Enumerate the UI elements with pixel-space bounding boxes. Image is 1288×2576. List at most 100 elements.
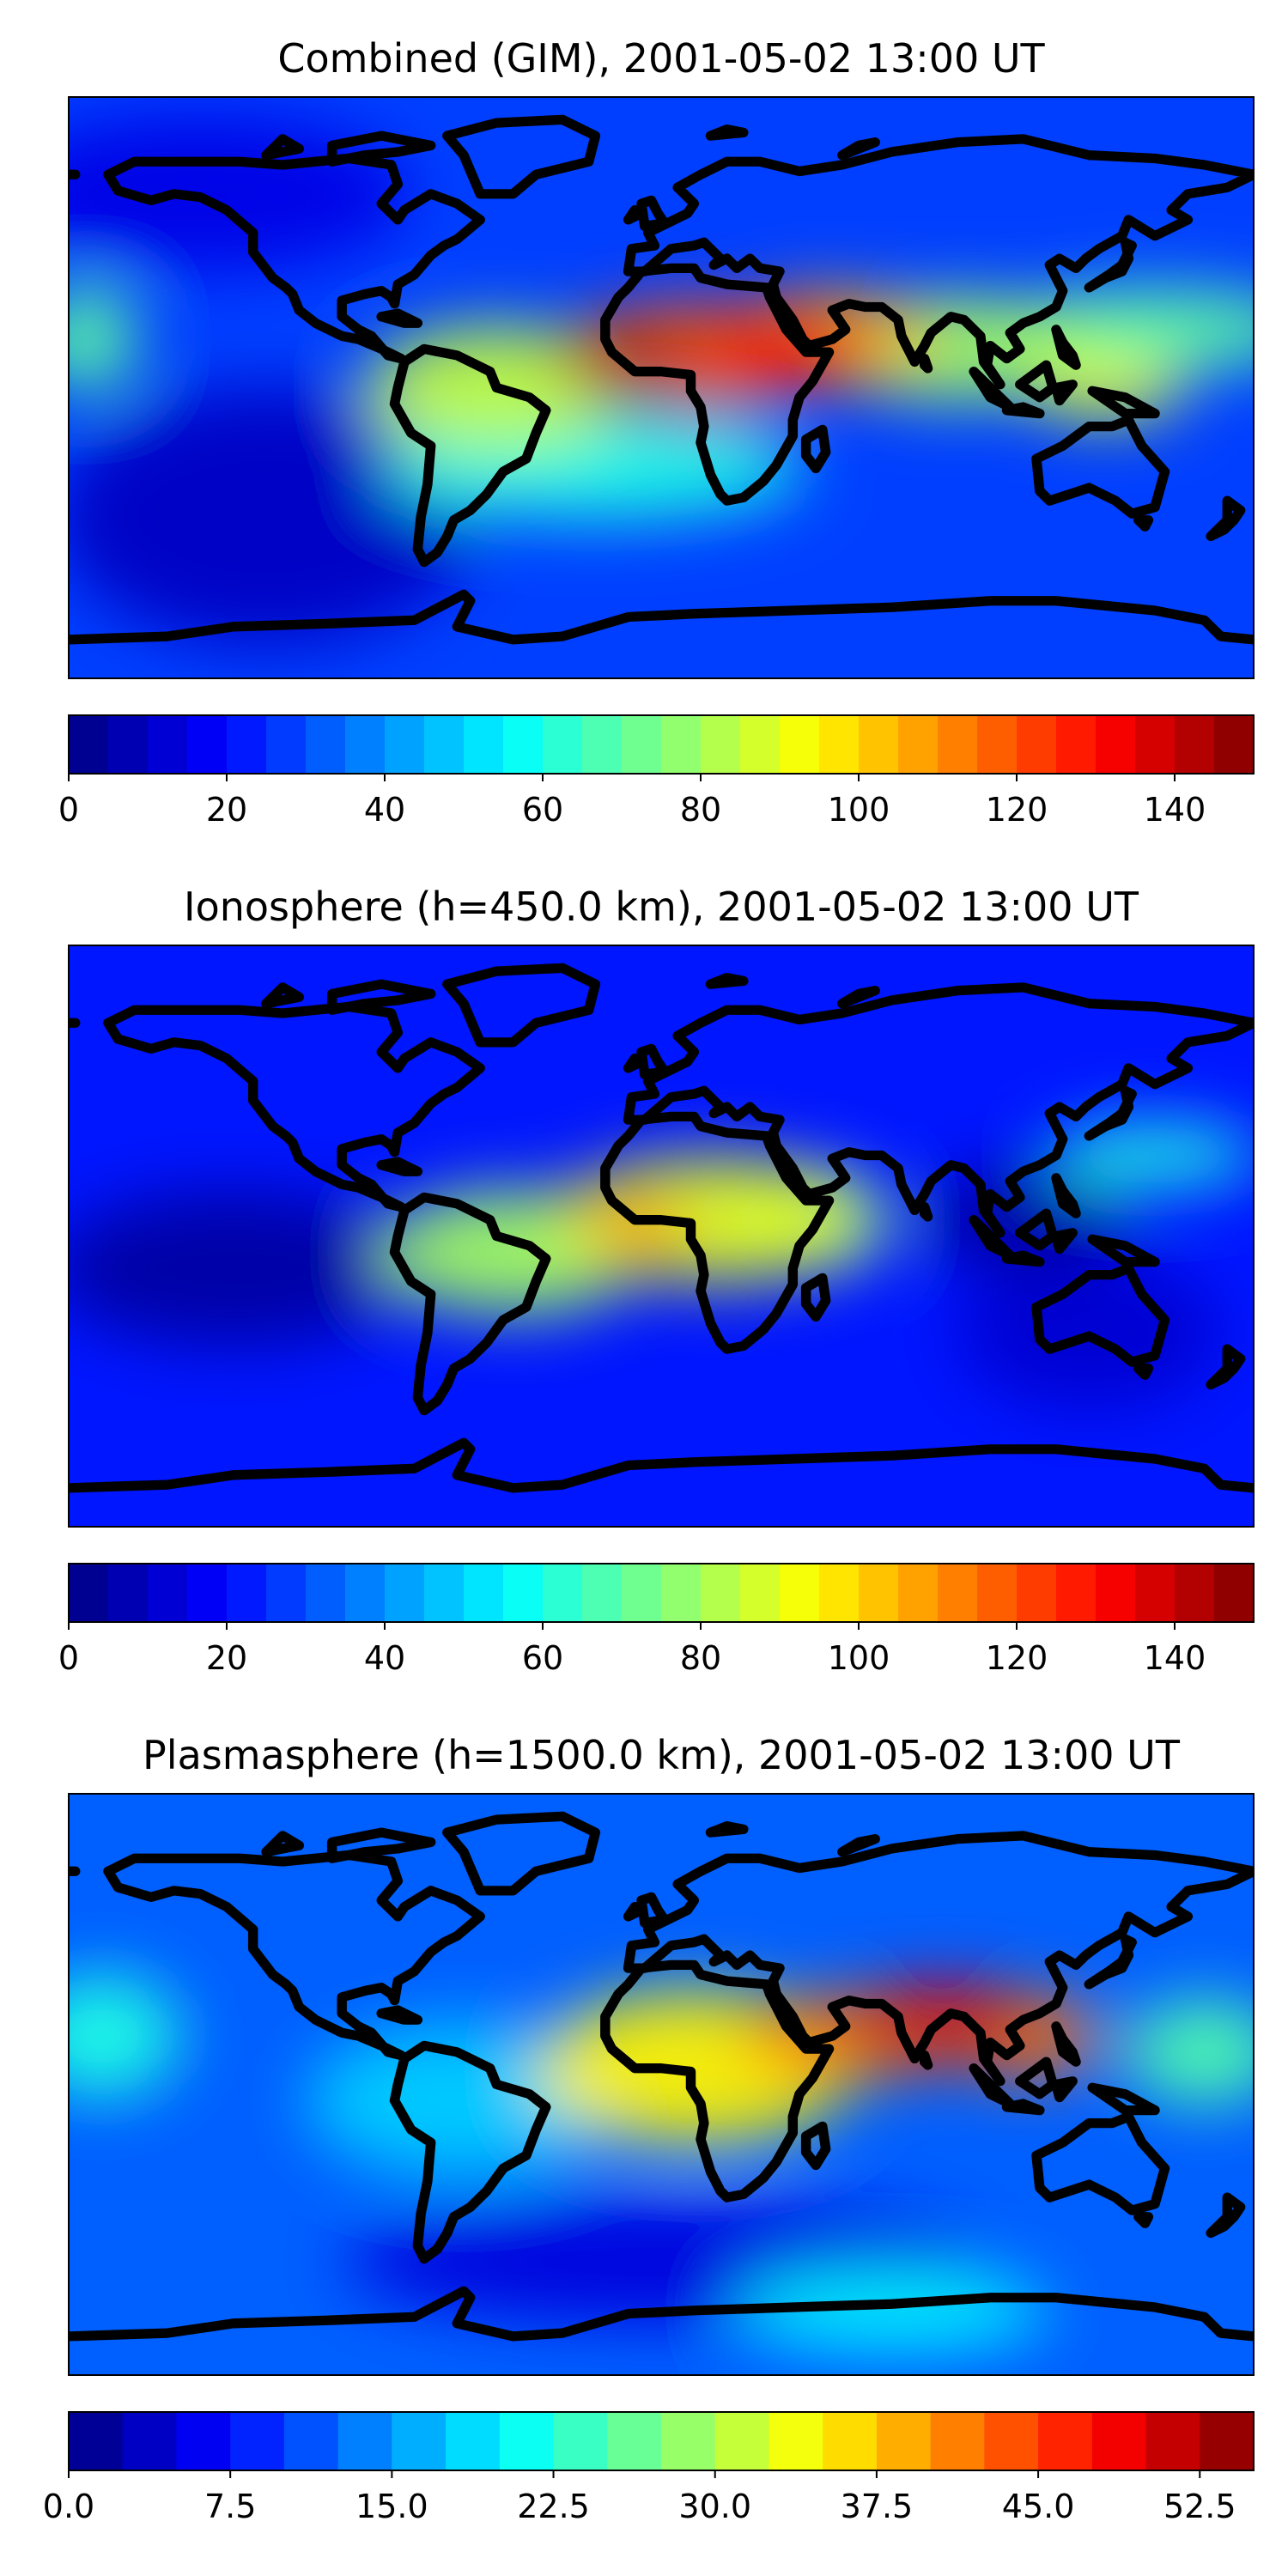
colorbar-segment [898,1564,939,1622]
colorbar-tick-label: 0 [58,1639,79,1677]
colorbar-segment [714,2412,770,2470]
colorbar-tick-label: 7.5 [204,2488,256,2525]
colorbar-segment [1135,715,1176,774]
colorbar-segment [819,1564,860,1622]
colorbar-segment [503,1564,544,1622]
colorbar-tick-label: 0.0 [43,2488,94,2525]
colorbar-tick-label: 37.5 [841,2488,914,2525]
field-feature [69,287,138,392]
colorbar-tick-label: 0 [58,791,79,829]
field-feature [1125,2000,1254,2105]
colorbar-tick-label: 140 [1144,1639,1206,1677]
colorbar-segment [69,715,109,774]
colorbar-tick-label: 120 [986,791,1048,829]
colorbar-frame [68,2411,1255,2471]
colorbar-segment [503,715,544,774]
colorbar-segment [385,715,425,774]
colorbar-tick-label: 20 [206,1639,247,1677]
colorbar-segment [464,1564,504,1622]
colorbar-segment [69,2412,124,2470]
panel-title: Ionosphere (h=450.0 km), 2001-05-02 13:0… [184,884,1139,930]
colorbar-segment [148,1564,188,1622]
colorbar-segment [819,715,860,774]
colorbar-segment [823,2412,878,2470]
colorbar-segment [283,2412,339,2470]
colorbar-segment [337,2412,392,2470]
colorbar-tick-label: 80 [680,791,721,829]
colorbar-segment [187,715,228,774]
colorbar-segment [1175,1564,1215,1622]
colorbar-tick-label: 120 [986,1639,1048,1677]
colorbar-tick-label: 140 [1144,791,1206,829]
colorbar-segment [187,1564,228,1622]
colorbar-segment [780,1564,820,1622]
field-feature [918,1168,1129,1272]
colorbar-segment [661,2412,716,2470]
panel-2: Ionosphere (h=450.0 km), 2001-05-02 13:0… [58,884,1255,1677]
field-feature [69,116,411,272]
field-feature [69,1190,418,1346]
colorbar-segment [499,2412,555,2470]
colorbar-segment [1214,715,1255,774]
colorbar-segment [424,1564,465,1622]
colorbar-segment [1017,715,1057,774]
colorbar-segment [780,715,820,774]
colorbar-tick-label: 100 [828,791,890,829]
colorbar-segment [1096,1564,1136,1622]
colorbar-segment [977,1564,1018,1622]
panel-title: Combined (GIM), 2001-05-02 13:00 UT [277,35,1045,82]
colorbar-segment [938,715,978,774]
colorbar-tick-label: 45.0 [1002,2488,1075,2525]
colorbar-segment [1091,2412,1147,2470]
panel-1: Combined (GIM), 2001-05-02 13:00 UT 0 20 40… [58,35,1255,829]
colorbar-tick-label: 20 [206,791,247,829]
colorbar-segment [543,1564,583,1622]
colorbar-segment [266,1564,307,1622]
field-feature [69,1973,181,2099]
colorbar: 0 20 40 60 80 100 120 140 [58,714,1255,829]
colorbar-segment [108,1564,149,1622]
colorbar-segment [266,715,307,774]
colorbar-segment [859,1564,899,1622]
colorbar-segment [1214,1564,1255,1622]
colorbar-segment [1017,1564,1057,1622]
colorbar-tick-label: 15.0 [355,2488,428,2525]
colorbar-segment [661,1564,702,1622]
field-layer [69,116,1254,647]
colorbar-tick-label: 60 [522,1639,563,1677]
colorbar-segment [1056,715,1097,774]
map-area [69,945,1254,1527]
field-feature [69,387,477,647]
colorbar-segment [622,1564,662,1622]
colorbar-segment [176,2412,231,2470]
colorbar: 0.0 7.5 15.0 22.5 30.0 37.5 45.0 52.5 [43,2411,1255,2525]
colorbar-tick-label: 60 [522,791,563,829]
colorbar-segment [1038,2412,1093,2470]
colorbar-segment [740,1564,781,1622]
colorbar-segment [977,715,1018,774]
panel-3: Plasmasphere (h=1500.0 km), 2001-05-02 1… [43,1732,1255,2525]
colorbar-segment [69,1564,109,1622]
colorbar-segment [227,1564,267,1622]
colorbar-segment [227,715,267,774]
colorbar-segment [622,715,662,774]
colorbar-frame [68,1563,1255,1623]
map-frame [68,96,1255,679]
colorbar-segment [306,1564,346,1622]
colorbar-segment [701,715,741,774]
field-feature [582,1200,688,1253]
colorbar-segment [1200,2412,1255,2470]
colorbar-segment [392,2412,447,2470]
colorbar-segment [1175,715,1215,774]
colorbar-segment [930,2412,985,2470]
field-feature [733,2269,1050,2352]
colorbar-segment [769,2412,823,2470]
colorbar-segment [859,715,899,774]
field-feature [707,307,866,391]
colorbar-tick-label: 80 [680,1639,721,1677]
colorbar-segment [1135,1564,1176,1622]
colorbar-segment [1145,2412,1200,2470]
colorbar-segment [661,715,702,774]
colorbar-segment [108,715,149,774]
